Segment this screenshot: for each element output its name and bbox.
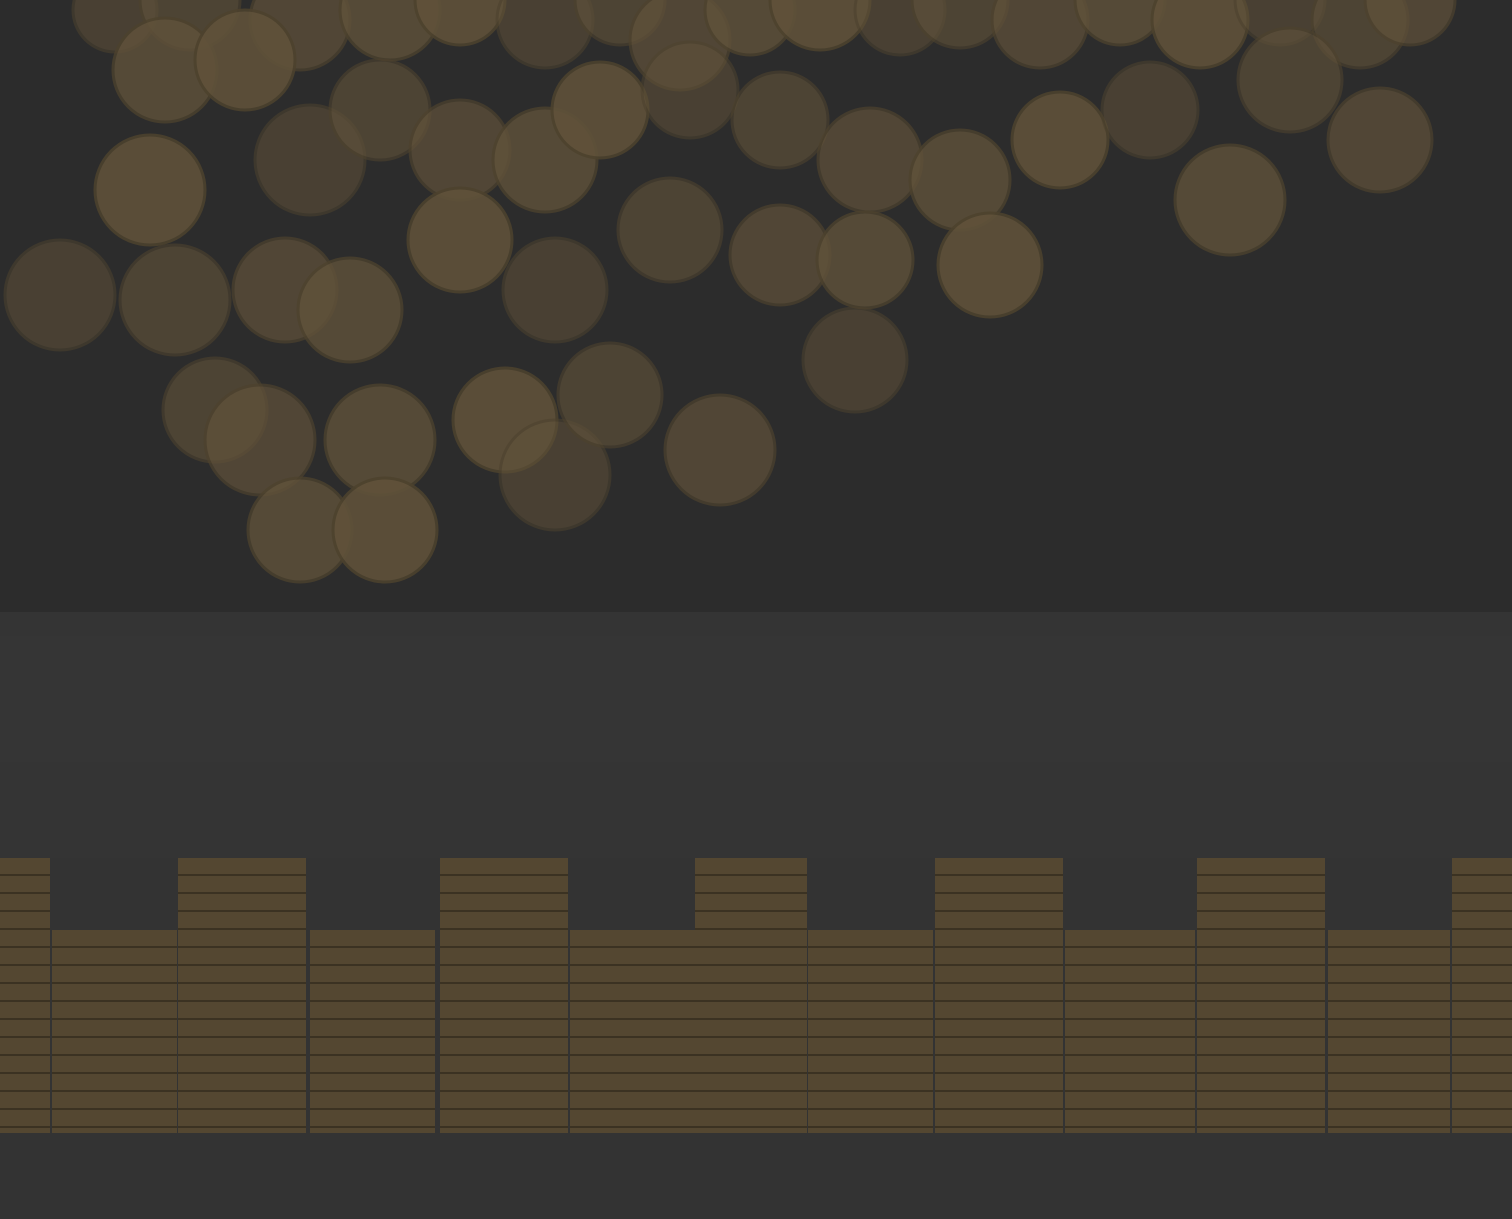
penny-coin (296, 256, 404, 364)
penny-coin (768, 0, 872, 52)
penny-coin (1236, 26, 1344, 134)
footer-strip (0, 1133, 1512, 1219)
coin-stack (1328, 930, 1450, 1133)
penny-coin (1326, 86, 1434, 194)
penny-coin (910, 0, 1010, 50)
scattered-pennies-image (3, 0, 1457, 584)
penny-coin (550, 60, 650, 160)
penny-coin (816, 106, 924, 214)
coin-stacks-background (0, 858, 1512, 1133)
penny-coin (413, 0, 507, 47)
penny-coin (193, 8, 297, 112)
penny-coin (1010, 90, 1110, 190)
penny-coin (815, 210, 915, 310)
penny-coin (1363, 0, 1457, 47)
penny-coin (93, 133, 207, 247)
coin-stack (1065, 930, 1195, 1133)
penny-coin (3, 238, 117, 352)
penny-coin (406, 186, 514, 294)
penny-coin (1073, 0, 1167, 47)
penny-coin (501, 236, 609, 344)
penny-coin (728, 203, 832, 307)
coin-stack (570, 930, 695, 1133)
penny-coin (730, 70, 830, 170)
penny-coin (616, 176, 724, 284)
penny-coin (1173, 143, 1287, 257)
penny-coin (556, 341, 664, 449)
penny-coin (990, 0, 1090, 70)
coin-stack (178, 858, 306, 1133)
coin-stack (935, 858, 1063, 1133)
coin-stack (808, 930, 933, 1133)
coin-stack (310, 930, 435, 1133)
penny-coin (663, 393, 777, 507)
coin-stack (52, 930, 177, 1133)
penny-coin (1100, 60, 1200, 160)
content-band (0, 612, 1512, 858)
penny-coin (640, 40, 740, 140)
coin-stack (440, 858, 568, 1133)
coin-stack (0, 858, 50, 1133)
penny-coin (801, 306, 909, 414)
penny-coin (936, 211, 1044, 319)
hero-background-image (3, 0, 1457, 584)
penny-coin (331, 476, 439, 584)
penny-coin (1150, 0, 1250, 70)
coin-stack (1452, 858, 1512, 1133)
penny-coin (498, 418, 612, 532)
coin-stack (1197, 858, 1325, 1133)
penny-coin (118, 243, 232, 357)
coin-stack (695, 858, 807, 1133)
coin-stacks-image (0, 858, 1512, 1133)
